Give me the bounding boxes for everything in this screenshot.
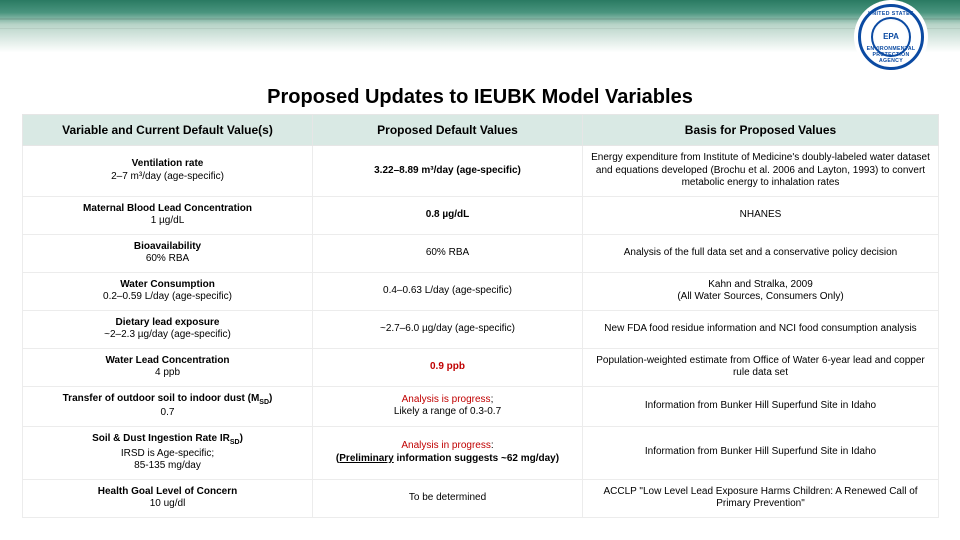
- seal-top-text: UNITED STATES: [861, 11, 921, 17]
- table-row: Dietary lead exposure~2–2.3 µg/day (age-…: [23, 310, 939, 348]
- cell-basis: Energy expenditure from Institute of Med…: [583, 146, 939, 197]
- table-row: Health Goal Level of Concern10 ug/dlTo b…: [23, 479, 939, 517]
- variable-current-value: 0.7: [29, 407, 306, 420]
- variable-name: Ventilation rate: [29, 158, 306, 171]
- cell-variable: Bioavailability60% RBA: [23, 234, 313, 272]
- variable-current-value: 10 ug/dl: [29, 498, 306, 511]
- epa-seal-icon: UNITED STATES ENVIRONMENTAL PROTECTION A…: [858, 4, 924, 70]
- cell-basis: ACCLP "Low Level Lead Exposure Harms Chi…: [583, 479, 939, 517]
- header-banner: [0, 0, 960, 70]
- table-header-row: Variable and Current Default Value(s) Pr…: [23, 115, 939, 146]
- table-row: Water Lead Concentration4 ppb0.9 ppbPopu…: [23, 348, 939, 386]
- cell-proposed: 60% RBA: [313, 234, 583, 272]
- variable-name: Water Consumption: [29, 279, 306, 292]
- cell-proposed: Analysis is progress;Likely a range of 0…: [313, 386, 583, 426]
- cell-variable: Health Goal Level of Concern10 ug/dl: [23, 479, 313, 517]
- cell-basis: Information from Bunker Hill Superfund S…: [583, 386, 939, 426]
- cell-variable: Transfer of outdoor soil to indoor dust …: [23, 386, 313, 426]
- cell-basis: New FDA food residue information and NCI…: [583, 310, 939, 348]
- cell-proposed: 0.8 µg/dL: [313, 196, 583, 234]
- cell-variable: Dietary lead exposure~2–2.3 µg/day (age-…: [23, 310, 313, 348]
- variable-current-value: 2–7 m³/day (age-specific): [29, 171, 306, 184]
- col-header-proposed: Proposed Default Values: [313, 115, 583, 146]
- page-title: Proposed Updates to IEUBK Model Variable…: [0, 86, 960, 109]
- cell-proposed: 3.22–8.89 m³/day (age-specific): [313, 146, 583, 197]
- cell-variable: Maternal Blood Lead Concentration1 µg/dL: [23, 196, 313, 234]
- variable-name: Health Goal Level of Concern: [29, 486, 306, 499]
- table-row: Maternal Blood Lead Concentration1 µg/dL…: [23, 196, 939, 234]
- cell-proposed: ~2.7–6.0 µg/day (age-specific): [313, 310, 583, 348]
- cell-basis: NHANES: [583, 196, 939, 234]
- table-row: Transfer of outdoor soil to indoor dust …: [23, 386, 939, 426]
- variable-current-value: ~2–2.3 µg/day (age-specific): [29, 329, 306, 342]
- variable-name: Bioavailability: [29, 241, 306, 254]
- variable-current-value: 1 µg/dL: [29, 215, 306, 228]
- cell-basis: Analysis of the full data set and a cons…: [583, 234, 939, 272]
- table-row: Water Consumption0.2–0.59 L/day (age-spe…: [23, 272, 939, 310]
- cell-variable: Soil & Dust Ingestion Rate IRSD)IRSD is …: [23, 426, 313, 479]
- cell-variable: Water Consumption0.2–0.59 L/day (age-spe…: [23, 272, 313, 310]
- variable-name: Maternal Blood Lead Concentration: [29, 203, 306, 216]
- table-row: Bioavailability60% RBA60% RBAAnalysis of…: [23, 234, 939, 272]
- table-row: Ventilation rate2–7 m³/day (age-specific…: [23, 146, 939, 197]
- cell-proposed: To be determined: [313, 479, 583, 517]
- cell-proposed: 0.4–0.63 L/day (age-specific): [313, 272, 583, 310]
- cell-proposed: Analysis in progress:(Preliminary inform…: [313, 426, 583, 479]
- variable-current-value: IRSD is Age-specific;85-135 mg/day: [29, 448, 306, 473]
- seal-bottom-text: ENVIRONMENTAL PROTECTION AGENCY: [861, 46, 921, 64]
- cell-basis: Population-weighted estimate from Office…: [583, 348, 939, 386]
- variable-current-value: 60% RBA: [29, 253, 306, 266]
- col-header-variable: Variable and Current Default Value(s): [23, 115, 313, 146]
- cell-basis: Information from Bunker Hill Superfund S…: [583, 426, 939, 479]
- cell-variable: Ventilation rate2–7 m³/day (age-specific…: [23, 146, 313, 197]
- variable-name: Soil & Dust Ingestion Rate IRSD): [29, 433, 306, 448]
- variable-current-value: 0.2–0.59 L/day (age-specific): [29, 291, 306, 304]
- variable-name: Water Lead Concentration: [29, 355, 306, 368]
- variable-name: Dietary lead exposure: [29, 317, 306, 330]
- cell-variable: Water Lead Concentration4 ppb: [23, 348, 313, 386]
- variable-current-value: 4 ppb: [29, 367, 306, 380]
- col-header-basis: Basis for Proposed Values: [583, 115, 939, 146]
- cell-basis: Kahn and Stralka, 2009(All Water Sources…: [583, 272, 939, 310]
- table-row: Soil & Dust Ingestion Rate IRSD)IRSD is …: [23, 426, 939, 479]
- variables-table: Variable and Current Default Value(s) Pr…: [22, 114, 939, 518]
- cell-proposed: 0.9 ppb: [313, 348, 583, 386]
- variable-name: Transfer of outdoor soil to indoor dust …: [29, 393, 306, 408]
